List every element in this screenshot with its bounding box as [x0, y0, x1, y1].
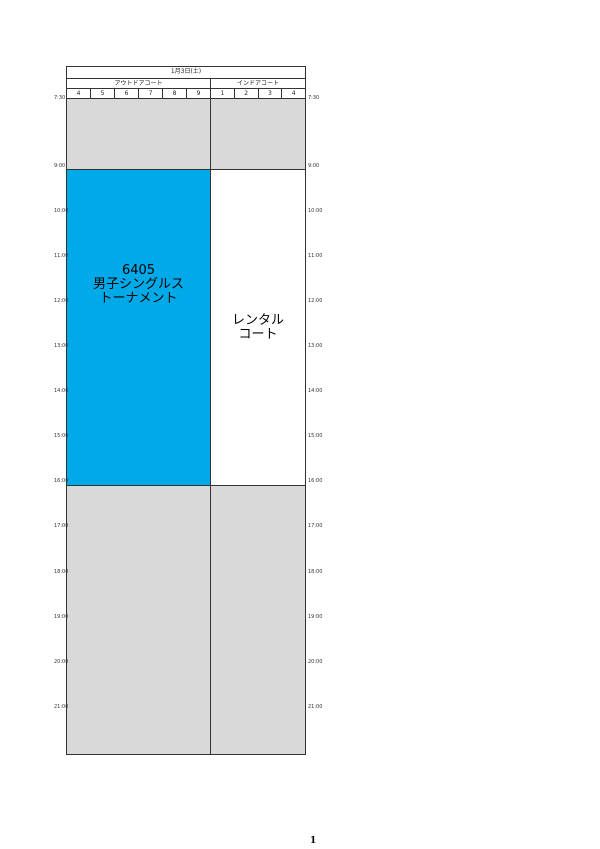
time-label-right: 18:00: [308, 568, 323, 575]
time-label-left: 9:00: [54, 162, 66, 169]
time-label-right: 19:00: [308, 613, 323, 620]
time-label-left: 10:00: [54, 207, 69, 214]
time-label-right: 20:00: [308, 658, 323, 665]
time-label-left: 16:00: [54, 478, 69, 485]
time-label-right: 10:00: [308, 207, 323, 214]
time-label-left: 12:00: [54, 297, 69, 304]
court-number: 7: [139, 89, 163, 98]
time-label-left: 19:00: [54, 613, 69, 620]
court-number: 4: [67, 89, 91, 98]
court-number: 2: [235, 89, 259, 98]
time-label-left: 7:30: [54, 95, 66, 101]
page-number: 1: [310, 836, 317, 846]
time-label-right: 14:00: [308, 388, 323, 395]
court-number: 3: [259, 89, 283, 98]
event-title: 男子シングルス: [92, 277, 184, 292]
event-block-rental-court[interactable]: レンタル コート: [210, 169, 306, 486]
time-label-right: 9:00: [308, 162, 320, 169]
time-label-left: 15:00: [54, 433, 69, 440]
time-label-left: 21:00: [54, 703, 69, 710]
time-label-left: 14:00: [54, 388, 69, 395]
time-label-right: 17:00: [308, 523, 323, 530]
court-number: 4: [291, 90, 296, 97]
time-label-left: 17:00: [54, 523, 69, 530]
time-label-right: 16:00: [308, 478, 323, 485]
time-label-right: 7:30: [308, 95, 320, 101]
time-label-right: 11:00: [308, 252, 323, 259]
event-code: 6405: [121, 263, 156, 278]
time-label-right: 21:00: [308, 703, 323, 710]
event-subtitle: トーナメント: [99, 291, 178, 306]
event-title: レンタル: [231, 312, 284, 328]
time-label-right: 15:00: [308, 433, 323, 440]
court-number: 9: [196, 90, 201, 97]
time-label-right: 13:00: [308, 343, 323, 350]
time-label-left: 18:00: [54, 568, 69, 575]
court-number: 1: [211, 89, 235, 98]
time-label-left: 13:00: [54, 343, 69, 350]
event-block-mens-singles[interactable]: 6405 男子シングルス トーナメント: [66, 169, 211, 486]
time-label-left: 20:00: [54, 658, 69, 665]
time-label-left: 11:00: [54, 252, 69, 259]
court-number: 8: [163, 89, 187, 98]
event-subtitle: コート: [238, 326, 278, 342]
court-number: 6: [115, 89, 139, 98]
court-number: 5: [91, 89, 115, 98]
time-label-right: 12:00: [308, 297, 323, 304]
